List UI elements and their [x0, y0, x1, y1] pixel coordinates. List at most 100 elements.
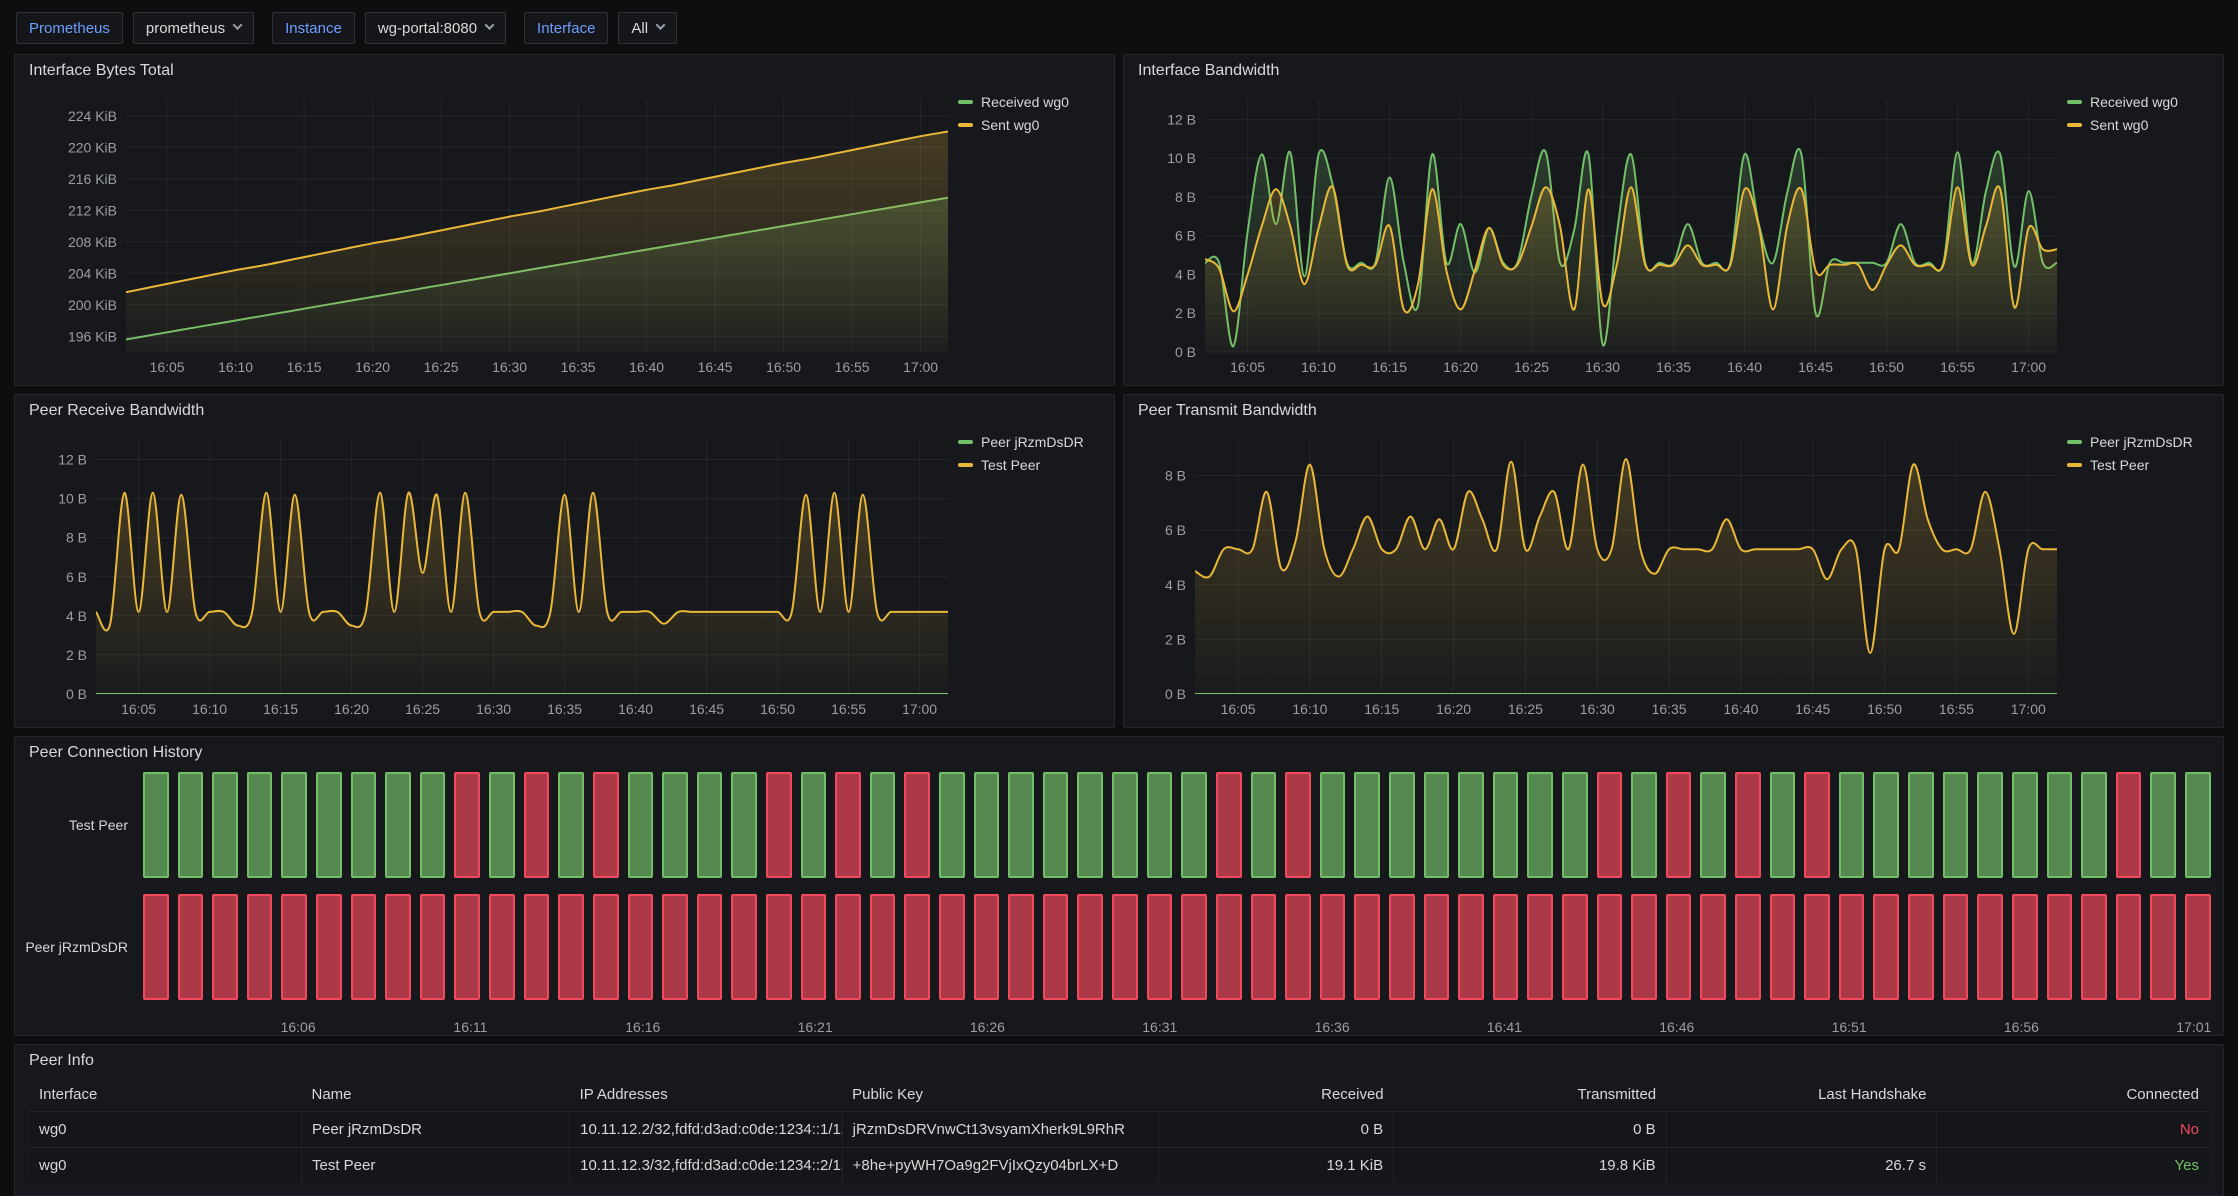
x-tick-label: 16:36	[1314, 1019, 1350, 1035]
cell-interface: wg0	[29, 1111, 302, 1148]
table-row: wg0 Peer jRzmDsDR 10.11.12.2/32,fdfd:d3ad:…	[29, 1111, 2209, 1148]
column-header-connected[interactable]: Connected	[2126, 1086, 2199, 1103]
svg-text:16:25: 16:25	[1514, 359, 1549, 375]
status-history-row: Peer jRzmDsDR	[15, 894, 2211, 1000]
chevron-down-icon	[232, 20, 243, 31]
status-bar-connected	[1458, 772, 1484, 878]
chevron-down-icon	[655, 20, 666, 31]
svg-text:17:00: 17:00	[902, 701, 937, 717]
status-bar-disconnected	[1665, 772, 1692, 878]
legend-series-color	[958, 100, 973, 104]
status-bar-disconnected	[523, 772, 550, 878]
legend-item[interactable]: Received wg0	[958, 94, 1108, 110]
legend-item[interactable]: Test Peer	[2067, 457, 2217, 473]
timeseries-chart: 0 B 2 B 4 B 6 B 8 B 10 B 12 B 16:05 16:10 16:15 16…	[58, 440, 948, 717]
svg-text:16:45: 16:45	[1798, 359, 1833, 375]
column-header-last-handshake[interactable]: Last Handshake	[1818, 1086, 1927, 1103]
x-tick-label: 16:06	[280, 1019, 316, 1035]
series-area	[1205, 186, 2057, 352]
status-bar-disconnected	[696, 894, 723, 1000]
svg-text:16:30: 16:30	[1580, 701, 1615, 717]
svg-text:16:25: 16:25	[424, 359, 459, 375]
svg-text:16:35: 16:35	[1652, 701, 1687, 717]
column-header-name[interactable]: Name	[311, 1086, 352, 1103]
status-bar-disconnected	[1250, 894, 1277, 1000]
chevron-down-icon	[484, 20, 495, 31]
x-tick-label: 16:11	[453, 1019, 488, 1035]
svg-text:2 B: 2 B	[66, 647, 87, 663]
status-bar-disconnected	[627, 894, 654, 1000]
variable-select-prometheus[interactable]: prometheus	[132, 12, 255, 44]
legend-item[interactable]: Sent wg0	[958, 117, 1108, 133]
column-header-interface[interactable]: Interface	[39, 1086, 98, 1103]
legend-series-name: Received wg0	[2090, 94, 2178, 110]
status-bar-disconnected	[350, 894, 377, 1000]
svg-text:16:05: 16:05	[121, 701, 156, 717]
series-line	[126, 130, 948, 294]
status-bar-connected	[1354, 772, 1380, 878]
status-bar-disconnected	[2115, 772, 2142, 878]
panel-title[interactable]: Peer Receive Bandwidth	[29, 402, 205, 419]
legend-item[interactable]: Peer jRzmDsDR	[2067, 434, 2217, 450]
svg-text:16:45: 16:45	[1795, 701, 1830, 717]
legend-item[interactable]: Peer jRzmDsDR	[958, 434, 1108, 450]
status-bar-disconnected	[143, 894, 169, 1000]
status-bar-disconnected	[592, 772, 619, 878]
panel-title[interactable]: Interface Bandwidth	[1138, 62, 1280, 79]
status-bar-disconnected	[662, 894, 688, 1000]
legend-item[interactable]: Received wg0	[2067, 94, 2217, 110]
status-bar-disconnected	[1388, 894, 1415, 1000]
panel-title[interactable]: Peer Transmit Bandwidth	[1138, 402, 1317, 419]
status-bar-connected	[212, 772, 238, 878]
timeseries-chart: 0 B 2 B 4 B 6 B 8 B 16:05 16:10 16:15 16:20 16:25…	[1165, 440, 2057, 717]
variable-value: wg-portal:8080	[377, 19, 478, 37]
x-tick-label: 17:01	[2176, 1019, 2212, 1035]
series-area	[126, 131, 948, 352]
svg-text:16:15: 16:15	[1372, 359, 1407, 375]
legend-item[interactable]: Test Peer	[958, 457, 1108, 473]
legend-item[interactable]: Sent wg0	[2067, 117, 2217, 133]
cell-public-key: +8he+pyWH7Oa9g2FVjIxQzy04brLX+D	[841, 1147, 1159, 1183]
table-row: wg0 Test Peer 10.11.12.3/32,fdfd:d3ad:c0de…	[29, 1147, 2209, 1183]
status-bar-disconnected	[939, 894, 965, 1000]
svg-text:8 B: 8 B	[1165, 468, 1186, 484]
column-header-ip-addresses[interactable]: IP Addresses	[579, 1086, 668, 1103]
variable-select-instance[interactable]: wg-portal:8080	[364, 12, 507, 44]
panel-title[interactable]: Interface Bytes Total	[29, 62, 174, 79]
status-bar-connected	[1008, 772, 1034, 878]
variable-label-instance: Instance	[272, 12, 355, 44]
status-bar-disconnected	[1146, 894, 1173, 1000]
status-bar-disconnected	[835, 772, 861, 878]
status-bar-connected	[662, 772, 688, 878]
legend-series-name: Sent wg0	[981, 117, 1040, 133]
variable-label-interface: Interface	[524, 12, 609, 44]
column-header-received[interactable]: Received	[1321, 1086, 1384, 1103]
svg-text:6 B: 6 B	[1165, 522, 1186, 538]
svg-text:8 B: 8 B	[1175, 189, 1196, 205]
status-bar-connected	[1631, 772, 1657, 878]
legend-series-color	[958, 123, 973, 127]
status-bar-disconnected	[2150, 894, 2176, 1000]
status-bar-disconnected	[246, 894, 273, 1000]
column-header-public-key[interactable]: Public Key	[852, 1086, 923, 1103]
status-bar-connected	[489, 772, 515, 878]
svg-text:16:15: 16:15	[1364, 701, 1399, 717]
status-bar-disconnected	[904, 894, 931, 1000]
status-bar-connected	[627, 772, 654, 878]
svg-text:16:50: 16:50	[760, 701, 795, 717]
svg-text:16:40: 16:40	[1723, 701, 1758, 717]
svg-text:16:35: 16:35	[1656, 359, 1691, 375]
status-bar-disconnected	[1804, 772, 1830, 878]
panel-title[interactable]: Peer Connection History	[29, 744, 203, 761]
dashboard-submenu: Prometheus prometheus Instance wg-portal…	[0, 0, 2238, 54]
status-bar-disconnected	[558, 894, 584, 1000]
cell-last-handshake	[1665, 1111, 1937, 1148]
variable-select-interface[interactable]: All	[618, 12, 678, 44]
status-bar-connected	[1319, 772, 1346, 878]
status-bar-disconnected	[1873, 894, 1900, 1000]
status-bar-disconnected	[1769, 894, 1796, 1000]
panel-interface-bandwidth: Interface Bandwidth 0 B 2 B 4 B 6 B 8 B 10 B 1…	[1123, 54, 2224, 386]
panel-title[interactable]: Peer Info	[29, 1052, 94, 1069]
column-header-transmitted[interactable]: Transmitted	[1577, 1086, 1657, 1103]
status-bar-disconnected	[1665, 894, 1692, 1000]
